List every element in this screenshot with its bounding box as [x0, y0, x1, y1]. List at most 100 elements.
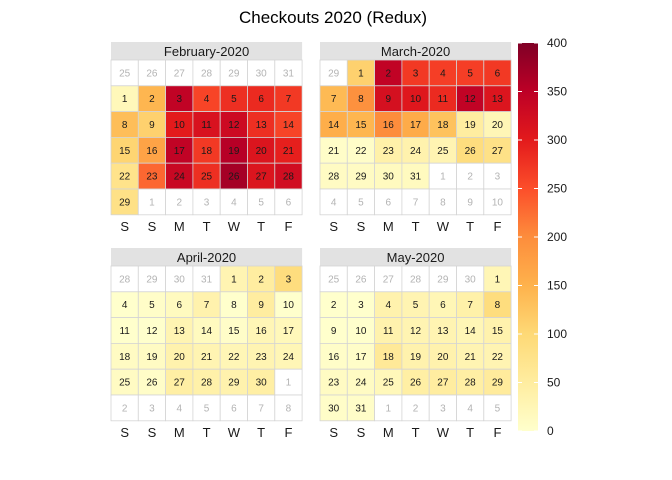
day-number-label: 8	[440, 197, 446, 208]
day-number-label: 19	[410, 352, 422, 363]
colorbar-gradient	[518, 43, 538, 431]
day-number-label: 27	[492, 146, 504, 157]
day-number-label: 27	[383, 274, 395, 285]
calendar-cell	[374, 136, 403, 164]
day-number-label: 26	[465, 146, 477, 157]
day-number-label: 4	[122, 300, 128, 311]
weekday-label: S	[148, 219, 157, 234]
day-number-label: 15	[228, 326, 240, 337]
calendar-cell	[192, 85, 221, 113]
calendar-cell-outside	[483, 162, 512, 190]
day-number-label: 11	[438, 94, 449, 105]
day-number-label: 23	[256, 352, 268, 363]
panel-strip-label: February-2020	[164, 44, 249, 59]
day-number-label: 16	[256, 326, 268, 337]
day-number-label: 25	[437, 146, 449, 157]
calendar-cell	[110, 188, 139, 216]
day-number-label: 16	[146, 146, 158, 157]
panel-strip	[111, 248, 303, 266]
day-number-label: 9	[385, 94, 391, 105]
day-number-label: 2	[331, 300, 337, 311]
calendar-cell	[483, 136, 512, 164]
weekday-label: F	[284, 219, 292, 234]
calendar-cell	[219, 265, 248, 293]
calendar-cell	[192, 111, 221, 138]
day-number-label: 6	[176, 300, 182, 311]
day-number-label: 12	[465, 94, 477, 105]
calendar-cell	[219, 291, 248, 318]
day-number-label: 20	[492, 120, 504, 131]
day-number-label: 12	[146, 326, 158, 337]
weekday-label: W	[228, 425, 241, 440]
calendar-cell	[247, 368, 276, 396]
colorbar-tick-label: 150	[547, 279, 567, 293]
day-number-label: 10	[410, 94, 422, 105]
panel-strip	[320, 248, 512, 266]
day-number-label: 12	[228, 120, 240, 131]
calendar-cell	[401, 291, 430, 318]
day-number-label: 23	[383, 146, 395, 157]
day-number-label: 5	[231, 94, 237, 105]
calendar-cell	[374, 317, 403, 344]
calendar-cell	[137, 368, 167, 396]
calendar-cell	[274, 111, 303, 138]
day-number-label: 2	[149, 94, 155, 105]
calendar-cell-outside	[483, 394, 512, 422]
calendar-cell	[456, 342, 485, 370]
calendar-cell-outside	[374, 394, 403, 422]
calendar-cell	[192, 291, 221, 318]
day-number-label: 25	[201, 172, 213, 183]
day-number-label: 21	[465, 352, 477, 363]
weekday-label: T	[466, 425, 474, 440]
calendar-cell	[483, 111, 512, 138]
calendar-cell	[456, 59, 485, 87]
weekday-label: T	[257, 219, 265, 234]
day-number-label: 28	[201, 378, 213, 389]
day-number-label: 4	[440, 68, 446, 79]
day-number-label: 28	[119, 274, 131, 285]
day-number-label: 11	[383, 326, 394, 337]
day-number-label: 10	[283, 300, 295, 311]
day-number-label: 13	[437, 326, 449, 337]
day-number-label: 10	[174, 120, 186, 131]
day-number-label: 18	[119, 352, 131, 363]
calendar-cell	[401, 162, 430, 190]
day-number-label: 22	[228, 352, 240, 363]
calendar-cell-outside	[319, 59, 348, 87]
weekday-label: F	[284, 425, 292, 440]
calendar-cell	[346, 162, 375, 190]
calendar-cell	[137, 342, 167, 370]
calendar-cell	[110, 162, 139, 190]
calendar-cell	[483, 342, 512, 370]
calendar-cell-outside	[274, 59, 303, 87]
calendar-cell	[346, 59, 375, 87]
day-number-label: 6	[286, 197, 292, 208]
day-number-label: 19	[465, 120, 477, 131]
weekday-label: S	[357, 219, 366, 234]
calendar-cell	[319, 111, 348, 138]
calendar-cell-outside	[165, 188, 194, 216]
day-number-label: 29	[228, 378, 240, 389]
calendar-cell	[428, 111, 457, 138]
calendar-cell	[483, 265, 512, 293]
day-number-label: 12	[410, 326, 422, 337]
day-number-label: 16	[328, 352, 340, 363]
calendar-cell	[165, 162, 194, 190]
day-number-label: 7	[258, 403, 264, 414]
day-number-label: 27	[256, 172, 268, 183]
calendar-cell-outside	[247, 59, 276, 87]
day-number-label: 23	[146, 172, 158, 183]
calendar-cell-outside	[483, 188, 512, 216]
calendar-cell	[401, 85, 430, 113]
day-number-label: 16	[383, 120, 395, 131]
day-number-label: 5	[413, 300, 419, 311]
day-number-label: 25	[383, 378, 395, 389]
calendar-cell	[401, 136, 430, 164]
weekday-label: T	[257, 425, 265, 440]
day-number-label: 1	[440, 172, 446, 183]
calendar-cell	[219, 317, 248, 344]
panel-strip-label: April-2020	[177, 250, 236, 265]
calendar-cell-outside	[374, 188, 403, 216]
